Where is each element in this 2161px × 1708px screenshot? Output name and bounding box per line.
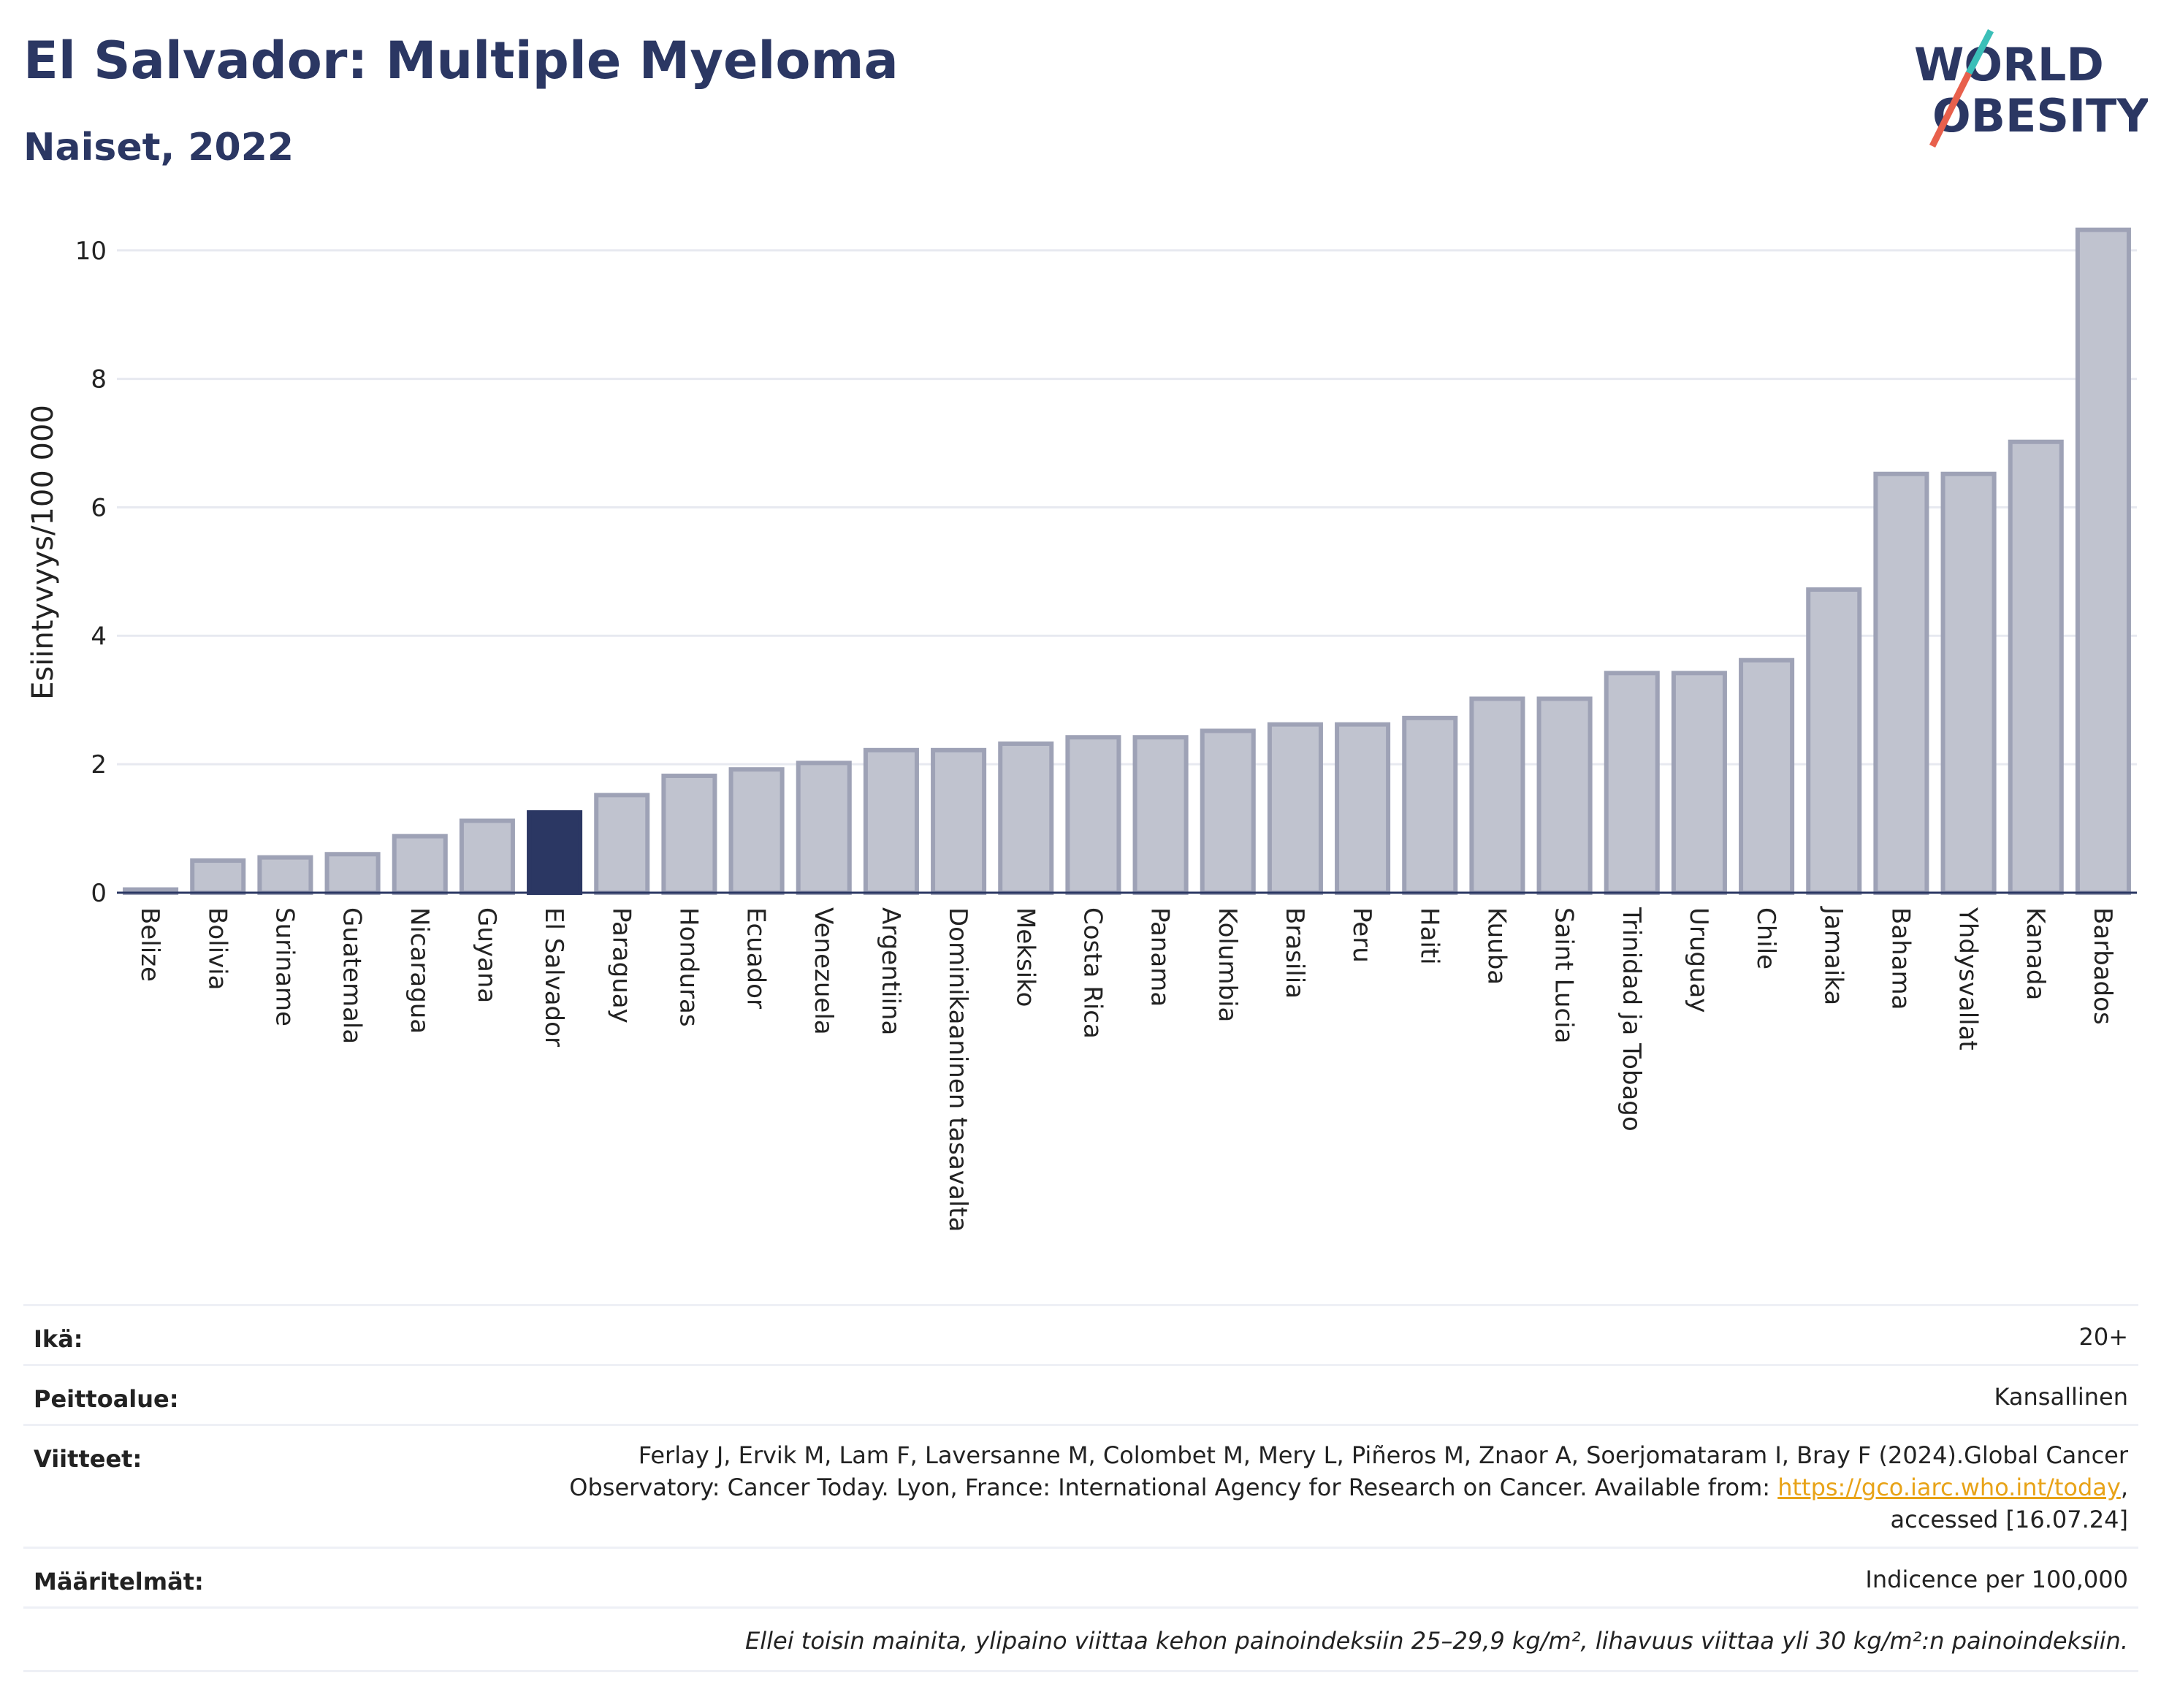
info-row-coverage: Peittoalue: Kansallinen (23, 1364, 2138, 1426)
bar-ecuador (728, 767, 785, 896)
bar-kanada (2008, 439, 2064, 895)
bar-bolivia (190, 858, 246, 895)
x-tick-label: Argentiina (876, 907, 905, 1035)
x-tick-label: Nicaragua (405, 907, 434, 1034)
chart-subtitle: Naiset, 2022 (23, 126, 294, 169)
x-tick-label: Uruguay (1684, 907, 1713, 1013)
info-row-definitions: Määritelmät: Indicence per 100,000 (23, 1547, 2138, 1609)
x-tick-label: Trinidad ja Tobago (1617, 907, 1646, 1132)
x-tick-label: Venezuela (809, 907, 838, 1035)
y-axis-label: Esiintyvyys/100 000 (26, 405, 60, 700)
definitions-label: Määritelmät: (34, 1568, 204, 1595)
bar-dominikaaninen-tasavalta (931, 747, 987, 895)
logo-slash-red (1929, 71, 1973, 148)
x-tick-label: Saint Lucia (1550, 907, 1579, 1043)
x-tick-label: Meksiko (1010, 907, 1040, 1007)
bar-haiti (1402, 715, 1458, 895)
references-link[interactable]: https://gco.iarc.who.int/today (1777, 1473, 2121, 1501)
bar-meksiko (998, 741, 1054, 895)
bar-chart: 0 2 4 6 8 10 Belize Bolivia Suriname Guatemala Ni… (26, 227, 2137, 1232)
x-tick-label: Panama (1146, 907, 1175, 1007)
x-tick-label: Paraguay (606, 907, 636, 1023)
bar-trinidad-ja-tobago (1604, 671, 1660, 895)
x-tick-label: Kuuba (1482, 907, 1511, 985)
info-row-footnote: Ellei toisin mainita, ylipaino viittaa k… (23, 1606, 2138, 1672)
world-obesity-logo: WORLD OBESITY (1914, 29, 2148, 148)
x-tick-label: Bolivia (202, 907, 232, 990)
x-tick-label: Suriname (270, 907, 299, 1026)
x-tick-label: Ecuador (742, 907, 771, 1009)
logo-text-obesity: OBESITY (1932, 89, 2148, 142)
x-tick-label: Haiti (1414, 907, 1444, 965)
bar-yhdysvallat (1940, 471, 1997, 895)
x-tick-label: Chile (1751, 907, 1780, 969)
logo-slash-teal (1966, 29, 1994, 75)
x-tick-label: Dominikaaninen tasavalta (943, 907, 972, 1232)
bar-brasilia (1267, 722, 1323, 896)
references-value: Ferlay J, Ervik M, Lam F, Laversanne M, … (569, 1439, 2128, 1536)
coverage-label: Peittoalue: (34, 1385, 179, 1413)
bar-uruguay (1671, 671, 1727, 895)
logo-text-world: WORLD (1914, 38, 2104, 91)
x-tick-label: Honduras (674, 907, 703, 1027)
references-line-2-text: Observatory: Cancer Today. Lyon, France:… (569, 1473, 1778, 1501)
x-tick-label: Guyana (472, 907, 501, 1003)
bar-paraguay (594, 793, 650, 896)
x-tick-label: Barbados (2088, 907, 2117, 1025)
bar-argentiina (863, 747, 919, 895)
bar-nicaragua (392, 834, 448, 896)
bar-saint-lucia (1536, 696, 1593, 895)
bar-panama (1132, 735, 1189, 896)
x-tick-label: El Salvador (539, 907, 568, 1047)
bar-suriname (257, 855, 313, 895)
bar-guyana (459, 818, 515, 896)
info-row-age: Ikä: 20+ (23, 1304, 2138, 1366)
x-tick-label: Brasilia (1280, 907, 1309, 999)
x-tick-label: Guatemala (338, 907, 367, 1044)
bar-venezuela (796, 760, 852, 895)
x-tick-label: Belize (135, 907, 164, 982)
x-tick-label: Peru (1347, 907, 1376, 963)
y-tick-label: 2 (91, 750, 107, 779)
references-line-2: Observatory: Cancer Today. Lyon, France:… (569, 1471, 2128, 1503)
x-tick-label: Kolumbia (1213, 907, 1242, 1022)
info-row-references: Viitteet: Ferlay J, Ervik M, Lam F, Lave… (23, 1424, 2138, 1549)
bar-el-salvador (527, 810, 583, 896)
chart-title: El Salvador: Multiple Myeloma (23, 31, 899, 91)
references-label: Viitteet: (34, 1445, 142, 1473)
x-axis-ticks: Belize Bolivia Suriname Guatemala Nicaragua G… (135, 906, 2117, 1232)
bar-honduras (661, 773, 717, 896)
y-tick-label: 10 (75, 237, 107, 266)
age-value: 20+ (2078, 1323, 2128, 1351)
footnote: Ellei toisin mainita, ylipaino viittaa k… (745, 1627, 2128, 1655)
bars (123, 227, 2131, 896)
bar-kolumbia (1200, 728, 1256, 895)
references-line-3: accessed [16.07.24] (1890, 1506, 2128, 1533)
references-line-2-end: , (2120, 1473, 2128, 1501)
bar-costa-rica (1065, 735, 1121, 896)
x-tick-label: Kanada (2021, 907, 2050, 1000)
y-tick-label: 8 (91, 365, 107, 394)
coverage-value: Kansallinen (1994, 1383, 2128, 1411)
bar-kuuba (1469, 696, 1525, 895)
x-tick-label: Jamaika (1818, 906, 1848, 1005)
bar-bahama (1873, 471, 1929, 895)
x-tick-label: Bahama (1886, 907, 1915, 1010)
bar-peru (1335, 722, 1391, 896)
y-tick-label: 6 (91, 493, 107, 522)
bar-guatemala (324, 852, 381, 895)
y-tick-label: 4 (91, 622, 107, 651)
x-tick-label: Yhdysvallat (1954, 907, 1983, 1051)
bar-chile (1739, 657, 1795, 895)
references-line-1: Ferlay J, Ervik M, Lam F, Laversanne M, … (638, 1441, 2128, 1469)
y-tick-label: 0 (91, 879, 107, 908)
bar-jamaika (1806, 587, 1862, 895)
bar-barbados (2075, 227, 2131, 895)
y-axis-ticks: 0 2 4 6 8 10 (75, 237, 107, 908)
age-label: Ikä: (34, 1325, 83, 1353)
info-table: Ikä: 20+ Peittoalue: Kansallinen Viittee… (23, 1304, 2138, 1684)
x-tick-label: Costa Rica (1078, 907, 1107, 1039)
definitions-value: Indicence per 100,000 (1865, 1566, 2128, 1593)
